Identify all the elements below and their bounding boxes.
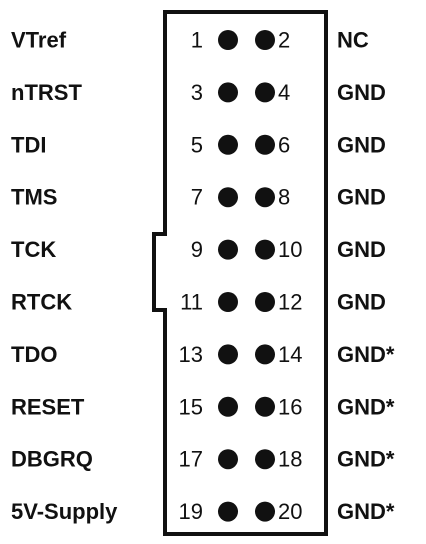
pin-number-left: 15 <box>179 394 203 419</box>
pin-dot-left <box>218 82 238 103</box>
pin-dot-left <box>218 239 238 260</box>
signal-label-right: GND <box>337 290 386 315</box>
pin-dot-right <box>255 30 275 50</box>
pin-dot-right <box>255 449 275 470</box>
pin-number-left: 13 <box>179 342 203 367</box>
pin-dot-left <box>218 449 238 470</box>
connector-outline <box>152 10 328 536</box>
pin-number-right: 4 <box>278 80 290 105</box>
signal-label-left: nTRST <box>11 80 82 105</box>
signal-label-left: DBGRQ <box>11 447 93 472</box>
pin-number-right: 16 <box>278 394 302 419</box>
signal-label-right: GND* <box>337 342 395 367</box>
pin-row: 5V-Supply 19 20 GND* <box>11 499 395 524</box>
pin-row: TCK 9 10 GND <box>11 237 386 262</box>
signal-label-right: GND <box>337 132 386 157</box>
pin-row: RESET 15 16 GND* <box>11 394 395 419</box>
signal-label-right: GND* <box>337 499 395 524</box>
signal-label-right: GND <box>337 237 386 262</box>
signal-label-right: NC <box>337 28 369 53</box>
pin-number-right: 6 <box>278 132 290 157</box>
pin-row: VTref 1 2 NC <box>11 28 369 53</box>
pin-dot-right <box>255 396 275 417</box>
pin-dot-right <box>255 344 275 365</box>
pin-number-left: 11 <box>180 290 203 315</box>
pin-dot-left <box>218 396 238 417</box>
signal-label-left: RESET <box>11 394 85 419</box>
pin-number-right: 20 <box>278 499 302 524</box>
pin-dot-left <box>218 30 238 50</box>
pin-number-right: 2 <box>278 28 290 53</box>
pin-row: RTCK 11 12 GND <box>11 290 386 315</box>
pin-dot-right <box>255 292 275 312</box>
signal-label-right: GND <box>337 185 386 210</box>
pin-number-right: 18 <box>278 447 302 472</box>
pin-dot-left <box>218 501 238 522</box>
signal-label-left: RTCK <box>11 290 72 315</box>
signal-label-right: GND* <box>337 394 395 419</box>
pin-number-right: 8 <box>278 185 290 210</box>
pin-number-right: 10 <box>278 237 302 262</box>
signal-label-right: GND* <box>337 447 395 472</box>
signal-label-left: TCK <box>11 237 56 262</box>
pin-row: TMS 7 8 GND <box>11 185 386 210</box>
pin-dot-left <box>218 134 238 155</box>
signal-label-left: TMS <box>11 185 57 210</box>
pin-dot-right <box>255 239 275 260</box>
pin-dot-right <box>255 134 275 155</box>
pin-number-right: 14 <box>278 342 302 367</box>
pin-dot-right <box>255 187 275 208</box>
pin-row: nTRST 3 4 GND <box>11 80 386 105</box>
pin-number-left: 5 <box>191 132 203 157</box>
pin-dot-left <box>218 292 238 312</box>
pin-number-left: 17 <box>179 447 203 472</box>
signal-label-left: TDO <box>11 342 57 367</box>
pin-row: TDI 5 6 GND <box>11 132 386 157</box>
pin-number-left: 19 <box>179 499 203 524</box>
pin-number-left: 9 <box>191 237 203 262</box>
pin-row: TDO 13 14 GND* <box>11 342 395 367</box>
signal-label-left: TDI <box>11 132 46 157</box>
pin-number-left: 7 <box>191 185 203 210</box>
pin-number-right: 12 <box>278 290 302 315</box>
signal-label-left: VTref <box>11 28 67 53</box>
signal-label-left: 5V-Supply <box>11 499 118 524</box>
signal-label-right: GND <box>337 80 386 105</box>
pin-dot-right <box>255 82 275 103</box>
pin-dot-left <box>218 187 238 208</box>
pin-number-left: 1 <box>191 28 203 53</box>
pin-number-left: 3 <box>191 80 203 105</box>
pin-dot-left <box>218 344 238 365</box>
pin-row: DBGRQ 17 18 GND* <box>11 447 395 472</box>
pin-dot-right <box>255 501 275 522</box>
